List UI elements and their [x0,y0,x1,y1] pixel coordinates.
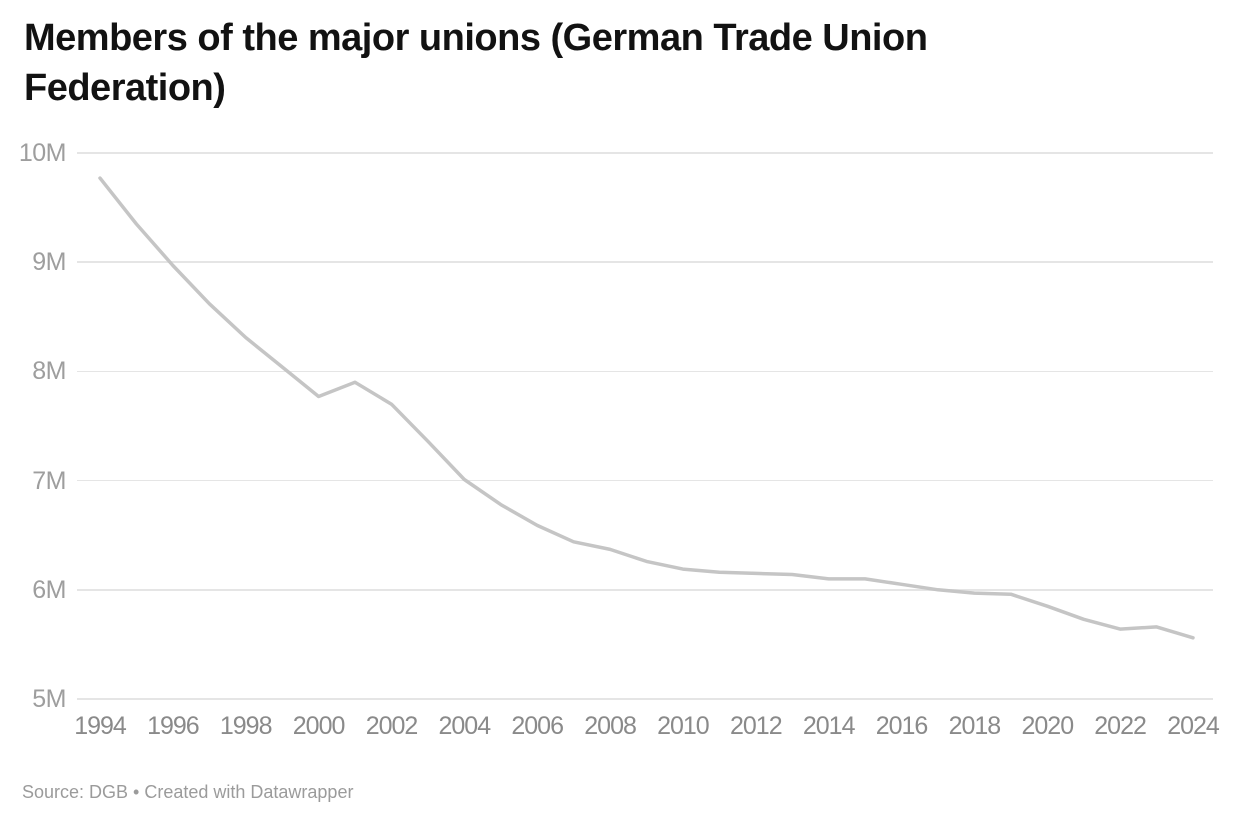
gridline-9M [77,261,1213,263]
y-axis-tick-label: 10M [18,139,67,167]
gridline-8M [77,370,1213,373]
membership-line-series [98,176,1195,640]
source-note: Source: DGB • Created with Datawrapper [22,782,354,802]
gridline-10M [77,152,1213,154]
x-axis-tick-label: 1998 [219,712,273,740]
y-axis-tick-label: 9M [32,248,66,277]
y-axis-tick-label: 8M [32,357,66,386]
x-axis-tick-label: 2016 [875,712,929,740]
gridline-7M [77,479,1213,482]
gridline-6M [77,589,1213,591]
gridline-5M [77,698,1213,700]
x-axis-tick-label: 2020 [1021,712,1074,740]
plot-area: 10M 9M 8M 7M 6M 5M 1994 1996 1998 2000 2002 2004 200… [18,139,1220,740]
x-axis-tick-label: 2024 [1167,712,1220,740]
x-axis-tick-label: 2018 [948,712,1002,740]
x-axis-tick-label: 2014 [802,712,856,740]
x-axis-tick-label: 2010 [657,712,710,740]
x-axis-tick-label: 2008 [584,712,637,740]
x-axis-tick-label: 2022 [1094,712,1147,740]
line-chart-canvas [98,176,1195,640]
chart-title: Members of the major unions (German Trad… [24,17,928,109]
y-axis-tick-label: 7M [32,466,66,495]
x-axis-tick-label: 2004 [438,712,491,740]
x-axis-tick-label: 2012 [729,712,783,740]
y-axis-tick-label: 6M [32,575,66,604]
x-axis-tick-label: 2006 [511,712,564,740]
y-axis-tick-label: 5M [32,685,66,713]
x-axis-tick-label: 2000 [292,712,346,740]
x-axis-tick-label: 2002 [365,712,419,740]
x-axis-tick-label: 1994 [74,712,127,740]
x-axis-tick-label: 1996 [147,712,200,740]
